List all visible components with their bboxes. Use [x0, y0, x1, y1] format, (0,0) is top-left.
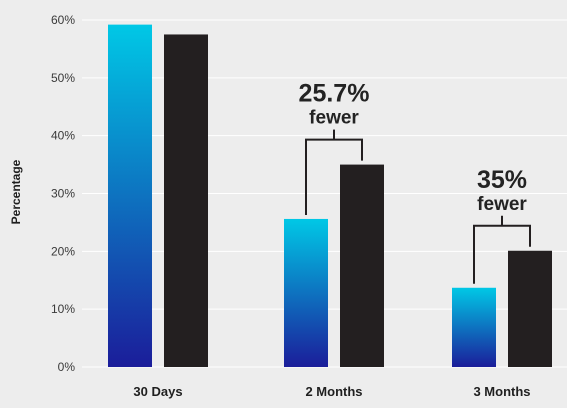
annotation-text: fewer [309, 108, 359, 129]
y-tick-label: 40% [51, 129, 75, 143]
difference-bracket [473, 215, 531, 284]
x-axis-categories: 30 Days 2 Months 3 Months [133, 384, 530, 399]
y-tick-label: 30% [51, 187, 75, 201]
bar-gradient [452, 287, 496, 367]
x-category-label: 3 Months [473, 384, 530, 399]
bar-dark [340, 164, 384, 367]
y-tick-label: 60% [51, 13, 75, 27]
bar-dark [508, 250, 552, 367]
y-tick-label: 50% [51, 71, 75, 85]
x-category-label: 2 Months [305, 384, 362, 399]
y-axis-ticks: 0% 10% 20% 30% 40% 50% 60% [51, 13, 75, 374]
annotation-value: 25.7% [299, 80, 370, 108]
y-tick-label: 0% [58, 360, 76, 374]
y-tick-label: 10% [51, 302, 75, 316]
bars [108, 24, 552, 367]
y-axis-title: Percentage [9, 159, 23, 224]
annotation-text: fewer [477, 194, 527, 215]
annotation-value: 35% [477, 166, 527, 194]
bar-gradient [284, 218, 328, 367]
x-category-label: 30 Days [133, 384, 182, 399]
bar-dark [164, 34, 208, 367]
bar-gradient [108, 24, 152, 367]
y-tick-label: 20% [51, 244, 75, 258]
difference-bracket [305, 129, 363, 215]
